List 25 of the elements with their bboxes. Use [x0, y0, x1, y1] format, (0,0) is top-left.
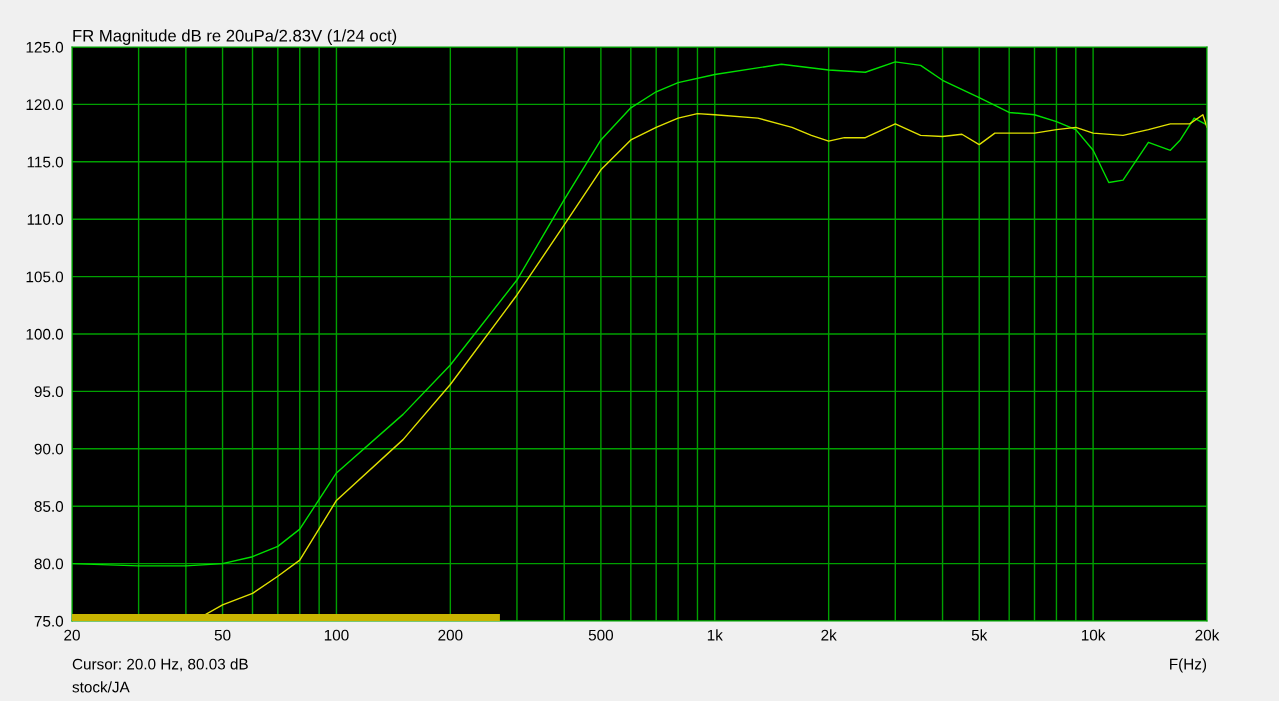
x-tick-label: 10k	[1081, 629, 1106, 641]
x-tick-label: 20k	[1195, 629, 1220, 641]
y-tick-label: 90.0	[34, 443, 64, 455]
y-tick-label: 115.0	[27, 156, 64, 168]
x-tick-label: 1k	[707, 629, 723, 641]
y-tick-label: 75.0	[34, 615, 64, 627]
x-tick-label: 5k	[971, 629, 988, 641]
y-tick-label: 80.0	[34, 558, 64, 570]
y-tick-label: 105.0	[26, 271, 64, 283]
x-tick-label: 100	[324, 629, 349, 641]
y-tick-label: 95.0	[34, 386, 64, 398]
y-tick-label: 120.0	[26, 99, 64, 111]
y-tick-label: 100.0	[26, 328, 64, 340]
y-tick-label: 110.0	[27, 214, 64, 225]
x-tick-label: 20	[64, 629, 80, 641]
chart-title: FR Magnitude dB re 20uPa/2.83V (1/24 oct)	[73, 29, 397, 45]
y-tick-label: 125.0	[26, 41, 64, 53]
x-tick-label: 50	[214, 629, 231, 641]
x-tick-label: 200	[438, 629, 463, 641]
text: Cursor: 20.0 Hz, 80.03 dB	[72, 658, 248, 672]
y-tick-label: 85.0	[34, 501, 64, 512]
x-tick-label: 2k	[821, 629, 837, 641]
text: stock/JA	[72, 681, 130, 693]
x-axis-title: F(Hz)	[1170, 658, 1207, 673]
x-tick-label: 500	[588, 629, 614, 641]
